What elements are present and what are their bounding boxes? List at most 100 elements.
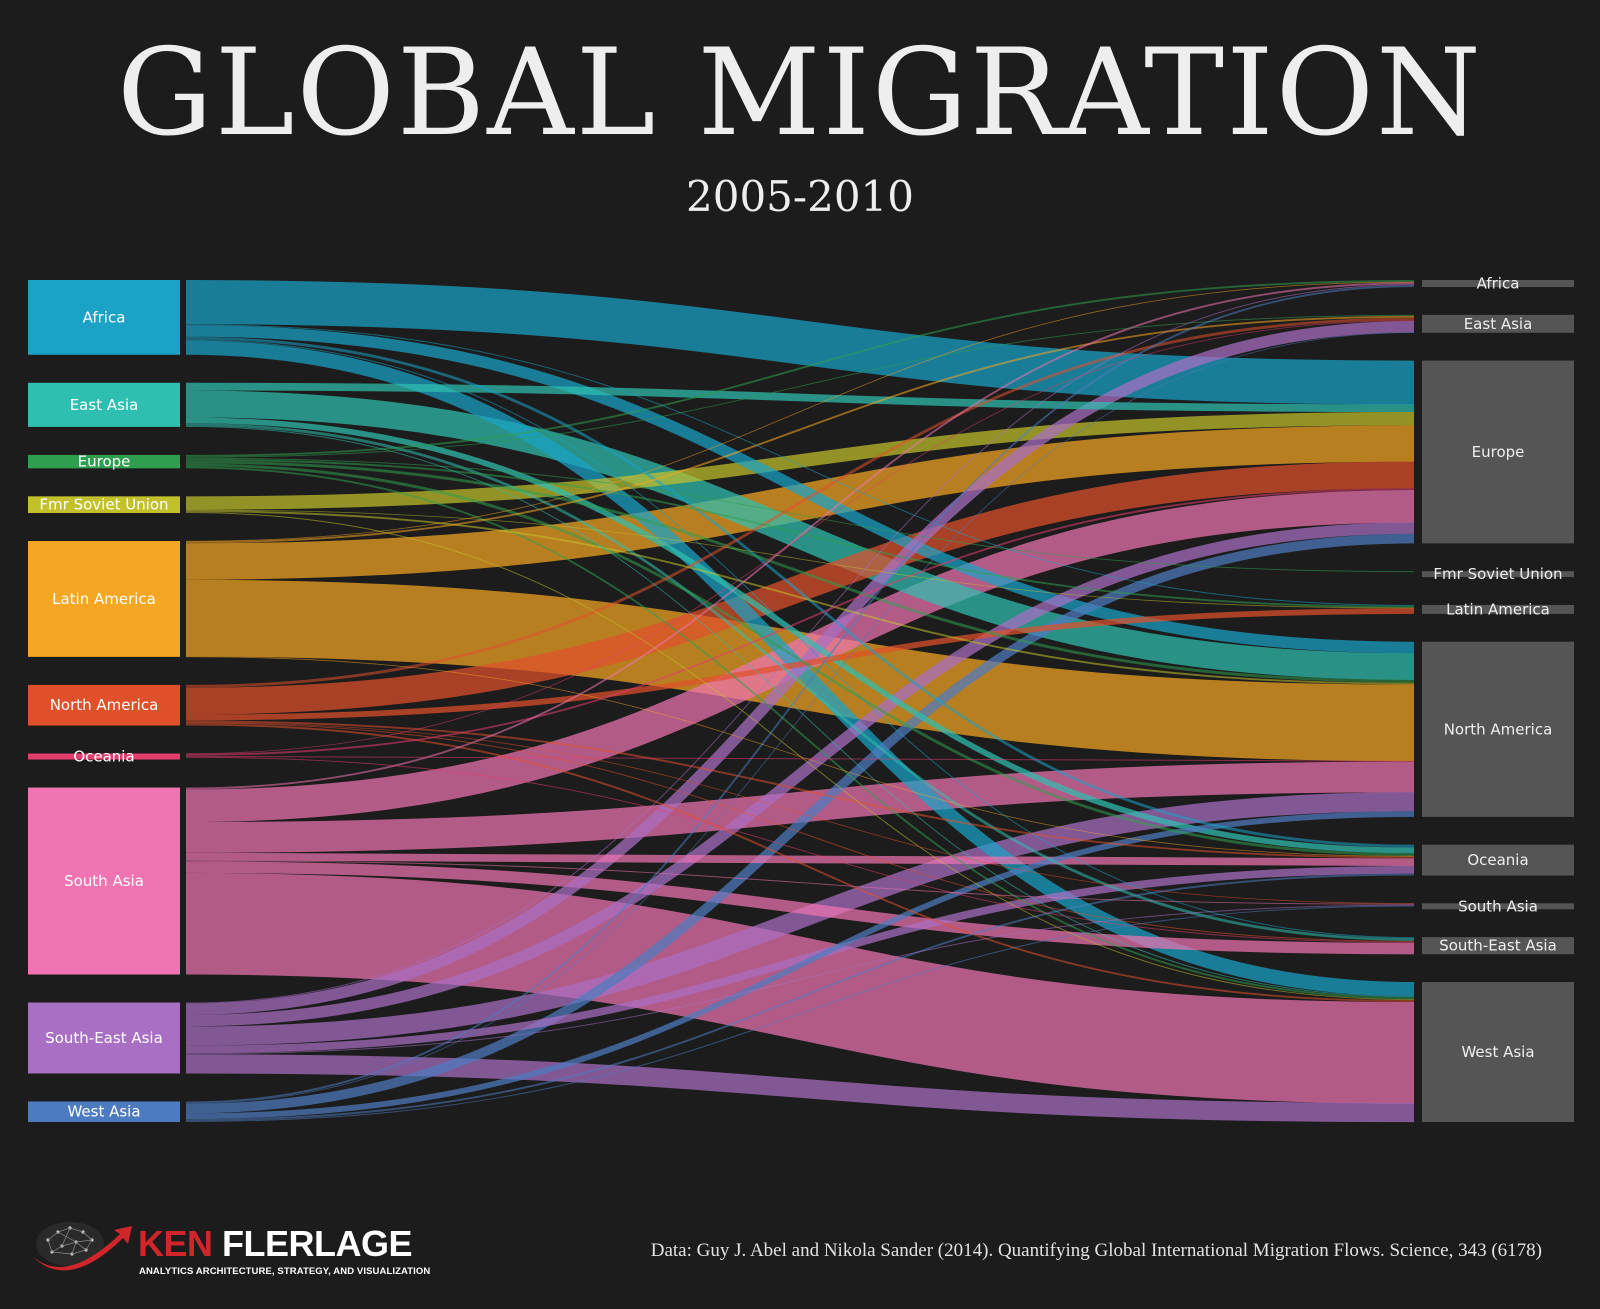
flow-north-america-to-south-asia <box>185 722 1415 904</box>
flow-south-east-asia-to-south-asia <box>185 904 1415 1055</box>
source-node-europe <box>28 454 180 469</box>
source-node-oceania <box>28 753 180 760</box>
source-label-latin-america: Latin America <box>52 590 156 608</box>
source-label-east-asia: East Asia <box>70 396 139 414</box>
flow-europe-to-africa <box>185 280 1415 457</box>
flow-south-east-asia-to-europe <box>185 522 1415 1027</box>
source-label-south-east-asia: South-East Asia <box>45 1029 163 1047</box>
logo-first-name: KEN <box>138 1223 213 1264</box>
logo-tagline: ANALYTICS ARCHITECTURE, STRATEGY, AND VI… <box>139 1266 431 1277</box>
flow-north-america-to-west-asia <box>185 723 1415 1003</box>
flow-south-east-asia-to-east-asia <box>185 320 1415 1015</box>
source-label-south-asia: South Asia <box>64 872 144 890</box>
ken-flerlage-logo: KEN FLERLAGE ANALYTICS ARCHITECTURE, STR… <box>28 1216 430 1280</box>
data-source-credit: Data: Guy J. Abel and Nikola Sander (201… <box>650 1240 1542 1261</box>
target-label-south-east-asia: South-East Asia <box>1439 937 1557 955</box>
target-node-latin-america <box>1422 604 1574 614</box>
flow-south-asia-to-oceania <box>185 852 1415 867</box>
flow-south-asia-to-south-asia <box>185 860 1415 905</box>
flow-east-asia-to-west-asia <box>185 425 1415 998</box>
logo-wordmark: KEN FLERLAGE <box>138 1223 413 1264</box>
flow-europe-to-fmr-soviet-union <box>185 457 1415 573</box>
logo-mark-icon <box>32 1222 132 1271</box>
flow-latin-america-to-oceania <box>185 656 1415 857</box>
flow-fmr-soviet-union-to-latin-america <box>185 509 1415 609</box>
source-node-fmr-soviet-union <box>28 496 180 514</box>
flow-europe-to-latin-america <box>185 458 1415 608</box>
source-label-west-asia: West Asia <box>67 1103 140 1121</box>
target-node-europe <box>1422 360 1574 544</box>
source-label-fmr-soviet-union: Fmr Soviet Union <box>39 496 168 514</box>
flow-oceania-to-east-asia <box>185 320 1415 755</box>
flow-west-asia-to-south-asia <box>185 905 1415 1122</box>
target-label-east-asia: East Asia <box>1464 315 1533 333</box>
source-node-west-asia <box>28 1101 180 1122</box>
flow-europe-to-west-asia <box>185 466 1415 1000</box>
flow-south-east-asia-to-africa <box>185 284 1415 1004</box>
flow-north-america-to-europe <box>185 461 1415 715</box>
target-label-latin-america: Latin America <box>1446 600 1550 618</box>
source-label-europe: Europe <box>78 453 131 471</box>
source-node-africa <box>28 280 180 355</box>
source-label-africa: Africa <box>83 308 126 326</box>
flow-europe-to-north-america <box>185 460 1415 683</box>
flow-europe-to-east-asia <box>185 314 1415 458</box>
flow-south-east-asia-to-west-asia <box>185 1054 1415 1123</box>
source-label-north-america: North America <box>50 696 159 714</box>
target-label-oceania: Oceania <box>1467 851 1528 869</box>
flow-links <box>185 280 1415 1123</box>
flow-east-asia-to-europe <box>185 382 1415 413</box>
page-title: GLOBAL MIGRATION <box>116 24 1483 163</box>
flow-east-asia-to-south-east-asia <box>185 423 1415 941</box>
flow-east-asia-to-oceania <box>185 417 1415 854</box>
flow-south-asia-to-europe <box>185 490 1415 823</box>
flow-fmr-soviet-union-to-europe <box>185 411 1415 510</box>
flow-north-america-to-oceania <box>185 720 1415 859</box>
flow-fmr-soviet-union-to-north-america <box>185 510 1415 685</box>
flow-west-asia-to-oceania <box>185 873 1415 1122</box>
source-node-north-america <box>28 684 180 726</box>
target-label-fmr-soviet-union: Fmr Soviet Union <box>1433 565 1562 583</box>
flow-south-east-asia-to-oceania <box>185 866 1415 1054</box>
flow-north-america-to-east-asia <box>185 317 1415 688</box>
target-node-south-east-asia <box>1422 937 1574 955</box>
logo-last-name: FLERLAGE <box>222 1223 413 1264</box>
target-node-fmr-soviet-union <box>1422 571 1574 578</box>
flow-africa-to-north-america <box>185 325 1415 654</box>
flow-oceania-to-south-east-asia <box>185 756 1415 943</box>
flow-africa-to-latin-america <box>185 324 1415 606</box>
flow-west-asia-to-africa <box>185 285 1415 1104</box>
target-label-west-asia: West Asia <box>1461 1043 1534 1061</box>
flow-west-asia-to-east-asia <box>185 332 1415 1104</box>
source-node-south-asia <box>28 787 180 975</box>
target-label-north-america: North America <box>1444 720 1553 738</box>
target-label-africa: Africa <box>1477 275 1520 293</box>
target-label-south-asia: South Asia <box>1458 897 1538 915</box>
target-nodes: Africa East Asia Europe Fmr Soviet Union Lat… <box>1422 275 1574 1122</box>
flow-europe-to-oceania <box>185 463 1415 857</box>
flow-africa-to-south-east-asia <box>185 339 1415 939</box>
page-subtitle: 2005-2010 <box>686 172 914 221</box>
target-label-europe: Europe <box>1472 443 1525 461</box>
source-node-latin-america <box>28 541 180 657</box>
flow-africa-to-europe <box>185 280 1415 405</box>
flow-oceania-to-europe <box>185 488 1415 756</box>
flow-africa-to-oceania <box>185 336 1415 848</box>
flow-north-america-to-south-east-asia <box>185 722 1415 942</box>
source-label-oceania: Oceania <box>73 748 134 766</box>
target-node-oceania <box>1422 844 1574 876</box>
flow-south-asia-to-west-asia <box>185 872 1415 1104</box>
source-node-south-east-asia <box>28 1002 180 1074</box>
flow-latin-america-to-africa <box>185 281 1415 542</box>
target-node-north-america <box>1422 641 1574 817</box>
flow-north-america-to-latin-america <box>185 608 1415 721</box>
source-nodes: Africa East Asia Europe Fmr Soviet Union Lat… <box>28 280 180 1122</box>
flow-west-asia-to-europe <box>185 533 1415 1114</box>
target-node-africa <box>1422 280 1574 288</box>
target-node-east-asia <box>1422 314 1574 333</box>
source-node-east-asia <box>28 382 180 427</box>
flow-latin-america-to-east-asia <box>185 315 1415 544</box>
target-node-west-asia <box>1422 982 1574 1122</box>
target-node-south-asia <box>1422 903 1574 910</box>
